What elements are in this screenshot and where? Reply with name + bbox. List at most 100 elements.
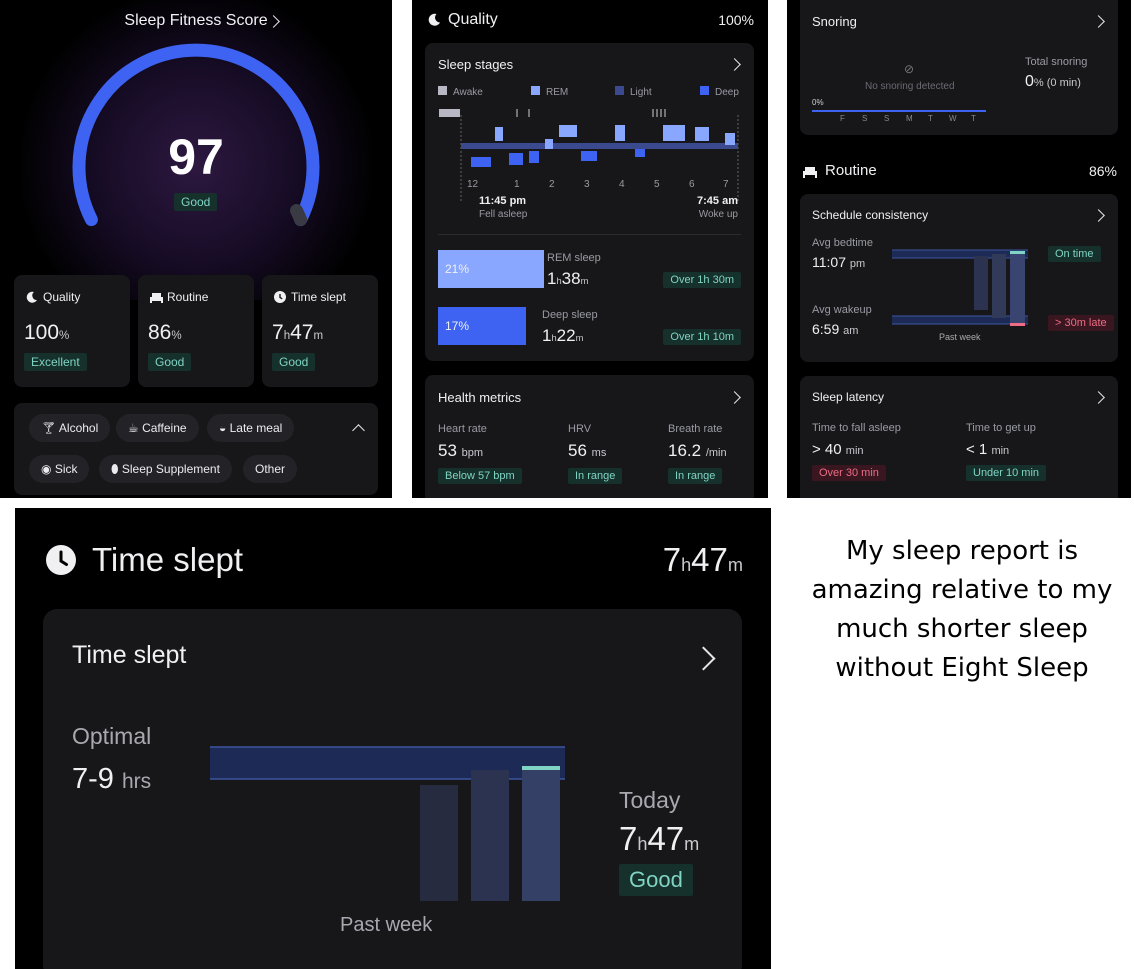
get-up-badge: Under 10 min	[966, 465, 1047, 481]
health-metrics-card[interactable]: Health metrics Heart rate 53 bpm Below 5…	[425, 375, 754, 498]
heart-rate-badge: Below 57 bpm	[438, 468, 522, 484]
fall-asleep-value: > 40 min	[812, 441, 864, 458]
hour-label-3: 3	[584, 179, 590, 190]
hour-label-4: 4	[619, 179, 625, 190]
time-slept-chart	[210, 746, 565, 901]
day-label-s1: S	[862, 114, 868, 123]
breath-rate-label: Breath rate	[668, 423, 723, 435]
quality-header-value: 100%	[718, 12, 754, 28]
routine-header: Routine	[825, 162, 877, 179]
day-label-t1: T	[928, 114, 933, 123]
legend-swatch-light	[615, 86, 624, 95]
chevron-up-icon[interactable]	[352, 424, 365, 437]
bowl-icon: ◒	[219, 421, 230, 435]
tag-other[interactable]: Other	[243, 455, 298, 483]
moon-icon	[428, 13, 440, 26]
time-slept-card-value: 7h47m	[272, 321, 324, 344]
total-snoring-value: 0% (0 min)	[1025, 73, 1081, 90]
no-snoring-label: No snoring detected	[865, 81, 955, 92]
hour-label-6: 6	[689, 179, 695, 190]
snore-axis-label: 0%	[812, 98, 824, 107]
sleep-stages-card[interactable]: Sleep stages Awake REM Light Deep	[425, 43, 754, 361]
rem-badge: Over 1h 30m	[663, 272, 741, 288]
tags-card: 🍸︎ Alcohol ☕︎ Caffeine ◒ Late meal ◉ Sic…	[14, 403, 378, 495]
schedule-chart	[892, 249, 1028, 326]
hour-label-2: 2	[549, 179, 555, 190]
quality-card[interactable]: Quality 100% Excellent	[14, 275, 130, 387]
tag-alcohol[interactable]: 🍸︎ Alcohol	[29, 414, 111, 442]
rem-bar-fill	[438, 250, 544, 288]
avg-bedtime-value: 11:07 pm	[812, 254, 866, 270]
routine-header-value: 86%	[1088, 163, 1117, 179]
legend-swatch-deep	[700, 86, 709, 95]
optimal-label: Optimal	[72, 723, 152, 749]
get-up-label: Time to get up	[966, 422, 1036, 434]
routine-card[interactable]: Routine 86% Good	[138, 275, 254, 387]
time-slept-detail-card[interactable]: Time slept Optimal 7-9 hrs Past week Tod…	[43, 609, 742, 969]
heart-rate-label: Heart rate	[438, 423, 487, 435]
time-slept-card[interactable]: Time slept 7h47m Good	[262, 275, 378, 387]
hour-label-7: 7	[723, 179, 729, 190]
day-label-s2: S	[884, 114, 890, 123]
tag-sick[interactable]: ◉ Sick	[29, 455, 90, 483]
snoring-title: Snoring	[812, 14, 857, 29]
legend-swatch-rem	[531, 86, 540, 95]
sleep-latency-card[interactable]: Sleep latency Time to fall asleep > 40 m…	[800, 376, 1118, 498]
routine-card-title: Routine	[167, 290, 209, 304]
fall-asleep-label: Time to fall asleep	[812, 422, 901, 434]
fall-asleep-badge: Over 30 min	[812, 465, 886, 481]
chevron-right-icon[interactable]	[728, 391, 741, 404]
bed-icon	[150, 293, 163, 303]
day-label-m: M	[906, 114, 913, 123]
deep-bar-track: 17%	[438, 307, 768, 345]
tag-late-meal[interactable]: ◒ Late meal	[207, 414, 295, 442]
deep-bar-fill	[438, 307, 526, 345]
legend-deep: Deep	[700, 86, 739, 98]
hrv-badge: In range	[568, 468, 623, 484]
today-badge: Good	[619, 864, 693, 896]
time-slept-header: Time slept	[92, 541, 243, 578]
schedule-consistency-card[interactable]: Schedule consistency Avg bedtime 11:07 p…	[800, 194, 1118, 362]
score-gauge	[72, 43, 320, 227]
hour-label-1: 1	[514, 179, 520, 190]
mask-icon: ◉	[41, 462, 55, 476]
quality-card-title: Quality	[43, 290, 81, 304]
hour-label-12: 12	[467, 179, 479, 190]
chevron-right-icon[interactable]	[728, 58, 741, 71]
tag-caffeine[interactable]: ☕︎ Caffeine	[116, 414, 199, 442]
chevron-right-icon[interactable]	[1092, 15, 1105, 28]
routine-card-badge: Good	[148, 353, 192, 371]
chevron-right-icon[interactable]	[1092, 391, 1105, 404]
bedtime-badge: On time	[1048, 246, 1101, 262]
day-label-t2: T	[971, 114, 976, 123]
routine-panel: Snoring ⊘ No snoring detected 0% F S S M…	[787, 0, 1131, 498]
chevron-right-icon[interactable]	[691, 646, 716, 671]
score-title-row[interactable]: Sleep Fitness Score	[0, 12, 392, 30]
routine-card-value: 86%	[148, 321, 182, 344]
tag-sleep-supplement[interactable]: ⬮ Sleep Supplement	[99, 455, 232, 483]
score-title: Sleep Fitness Score	[124, 12, 268, 29]
woke-up-time: 7:45 am	[697, 195, 738, 207]
time-slept-card-title: Time slept	[72, 641, 187, 669]
day-label-f: F	[840, 114, 845, 123]
avg-wakeup-value: 6:59 am	[812, 321, 859, 337]
fell-asleep-time: 11:45 pm	[479, 195, 527, 207]
quality-panel: Quality 100% Sleep stages Awake REM Ligh…	[412, 0, 768, 498]
health-metrics-title: Health metrics	[438, 390, 522, 405]
quality-card-value: 100%	[24, 321, 70, 344]
total-snoring-label: Total snoring	[1025, 56, 1088, 68]
chevron-right-icon[interactable]	[1092, 209, 1105, 222]
hour-label-5: 5	[654, 179, 660, 190]
snoring-card[interactable]: Snoring ⊘ No snoring detected 0% F S S M…	[800, 0, 1118, 135]
heart-rate-value: 53 bpm	[438, 441, 484, 460]
stages-divider	[438, 234, 741, 235]
get-up-value: < 1 min	[966, 441, 1010, 458]
schedule-title: Schedule consistency	[812, 208, 929, 222]
pill-icon: ⬮	[111, 462, 122, 476]
clock-icon	[274, 291, 286, 303]
rem-label: REM sleep	[547, 252, 601, 264]
deep-percent: 17%	[445, 319, 470, 333]
hrv-value: 56 ms	[568, 441, 607, 460]
past-week-label: Past week	[340, 914, 433, 936]
moon-icon	[26, 291, 37, 303]
